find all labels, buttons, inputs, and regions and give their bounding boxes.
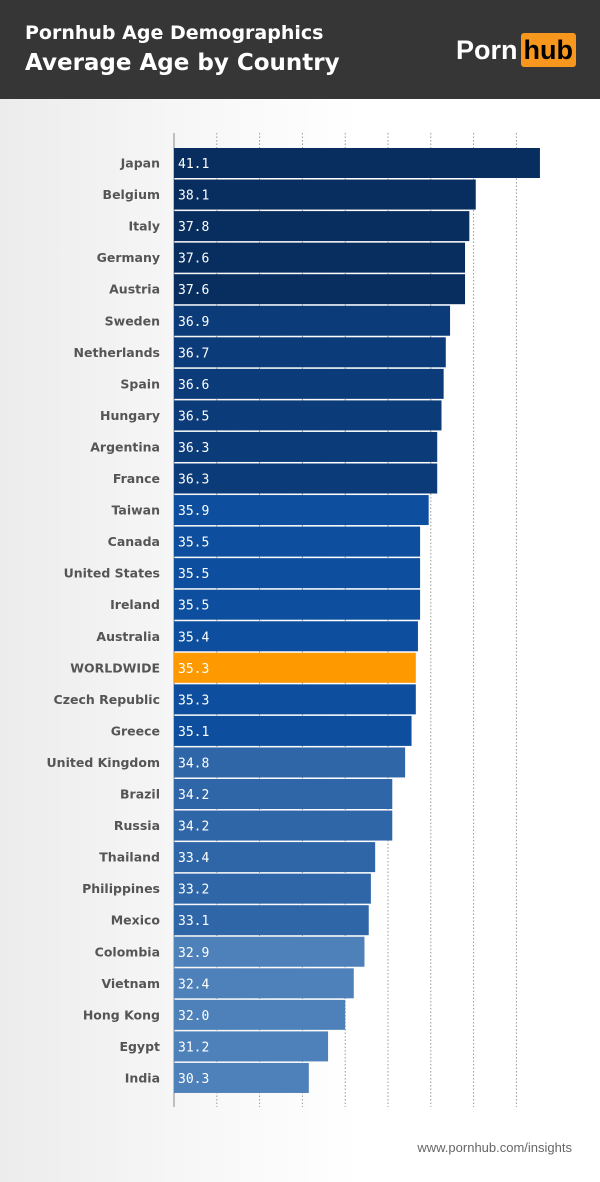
value-label: 35.9 [178, 504, 209, 519]
value-label: 36.3 [178, 473, 209, 488]
value-label: 35.5 [178, 567, 209, 582]
value-label: 35.4 [178, 630, 209, 645]
value-label: 33.1 [178, 914, 209, 929]
value-label: 37.8 [178, 220, 209, 235]
bar-italy [174, 211, 470, 242]
bar-philippines [174, 873, 371, 904]
category-label: Hong Kong [83, 1007, 160, 1022]
brand-logo: Porn hub [456, 33, 576, 67]
category-label: Germany [97, 250, 160, 265]
category-label: Colombia [95, 944, 160, 959]
value-label: 34.2 [178, 788, 209, 803]
bar-france [174, 463, 438, 494]
value-label: 35.3 [178, 693, 209, 708]
value-label: 34.8 [178, 756, 209, 771]
category-label: Sweden [105, 313, 160, 328]
category-label: Canada [108, 534, 160, 549]
bar-austria [174, 274, 466, 305]
category-label: Brazil [120, 787, 160, 802]
value-label: 34.2 [178, 820, 209, 835]
category-label: Spain [120, 376, 160, 391]
bar-russia [174, 810, 393, 841]
value-label: 37.6 [178, 252, 209, 267]
category-label: India [125, 1070, 160, 1085]
category-label: Austria [109, 282, 160, 297]
bar-czech-republic [174, 684, 416, 715]
bar-taiwan [174, 495, 429, 526]
category-label: Argentina [90, 439, 160, 454]
bar-mexico [174, 905, 369, 936]
value-label: 33.2 [178, 883, 209, 898]
bar-united-states [174, 558, 421, 589]
bar-canada [174, 526, 421, 557]
value-label: 31.2 [178, 1040, 209, 1055]
category-label: Belgium [103, 187, 160, 202]
value-label: 32.0 [178, 1009, 209, 1024]
bar-india [174, 1062, 309, 1093]
category-label: Greece [111, 723, 160, 738]
category-label: United States [64, 566, 160, 581]
value-label: 30.3 [178, 1072, 209, 1087]
category-label: Vietnam [101, 976, 160, 991]
source-link[interactable]: www.pornhub.com/insights [417, 1140, 572, 1155]
value-label: 35.1 [178, 725, 209, 740]
bar-thailand [174, 842, 376, 873]
category-label: United Kingdom [47, 755, 160, 770]
chart-title: Pornhub Age Demographics [25, 22, 324, 44]
bar-egypt [174, 1031, 329, 1062]
bar-colombia [174, 936, 365, 967]
bar-united-kingdom [174, 747, 406, 778]
category-label: France [113, 471, 160, 486]
header-banner: Pornhub Age Demographics Average Age by … [0, 0, 600, 99]
bar-vietnam [174, 968, 354, 999]
category-label: Australia [96, 629, 160, 644]
category-label: Thailand [99, 850, 160, 865]
value-label: 38.1 [178, 189, 209, 204]
category-label: Japan [120, 156, 160, 171]
category-label: Philippines [82, 881, 160, 896]
bar-greece [174, 715, 412, 746]
category-label: Egypt [119, 1039, 160, 1054]
bar-germany [174, 242, 466, 273]
bar-worldwide [174, 652, 416, 683]
value-label: 41.1 [178, 157, 209, 172]
bar-hungary [174, 400, 442, 431]
value-label: 36.5 [178, 409, 209, 424]
category-label: Russia [114, 818, 160, 833]
category-label: Netherlands [74, 345, 160, 360]
value-label: 36.9 [178, 315, 209, 330]
category-label: Ireland [110, 597, 160, 612]
category-label: Czech Republic [54, 692, 160, 707]
bar-japan [174, 148, 540, 178]
value-label: 35.3 [178, 662, 209, 677]
value-label: 32.4 [178, 977, 209, 992]
bar-netherlands [174, 337, 446, 368]
bar-spain [174, 368, 444, 399]
value-label: 36.3 [178, 441, 209, 456]
category-label: Italy [129, 219, 161, 234]
bar-brazil [174, 779, 393, 809]
category-label: WORLDWIDE [70, 660, 160, 675]
value-label: 35.5 [178, 599, 209, 614]
bar-hong-kong [174, 999, 346, 1030]
chart-subtitle: Average Age by Country [25, 50, 340, 76]
category-label: Taiwan [111, 503, 160, 518]
value-label: 36.7 [178, 346, 209, 361]
value-label: 32.9 [178, 946, 209, 961]
bar-sweden [174, 305, 451, 336]
category-label: Mexico [111, 913, 161, 928]
bar-belgium [174, 179, 476, 210]
category-label: Hungary [100, 408, 160, 423]
bar-australia [174, 621, 418, 652]
value-label: 36.6 [178, 378, 209, 393]
bar-argentina [174, 431, 438, 462]
value-label: 37.6 [178, 283, 209, 298]
value-label: 33.4 [178, 851, 209, 866]
value-label: 35.5 [178, 536, 209, 551]
bar-ireland [174, 589, 421, 620]
